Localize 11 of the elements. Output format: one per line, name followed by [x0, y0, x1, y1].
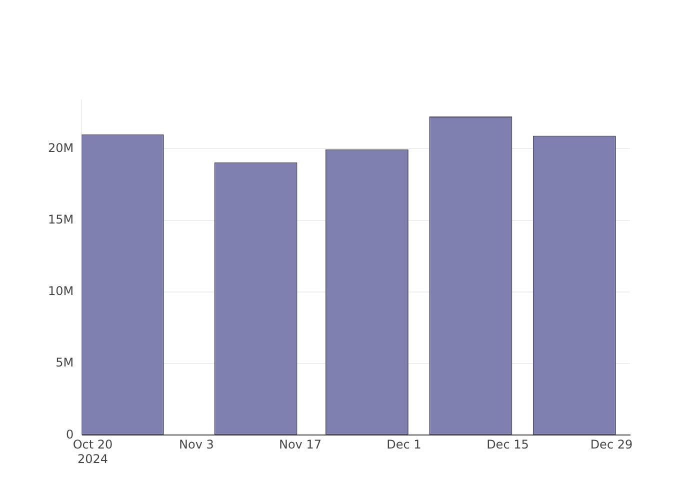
x-tick-label: Dec 1 [386, 438, 422, 452]
x-tick-label: Dec 15 [486, 438, 529, 452]
y-tick-label: 10M [48, 284, 74, 298]
y-tick-label: 5M [56, 356, 74, 370]
x-tick-label: Nov 3 [179, 438, 214, 452]
x-tick-label: Dec 29 [590, 438, 633, 452]
y-tick-label: 0 [66, 427, 74, 442]
y-tick-label: 15M [48, 212, 74, 226]
y-tick-label: 20M [48, 140, 74, 155]
x-tick-label: Oct 20 2024 [72, 438, 113, 466]
x-tick-label: Nov 17 [278, 438, 322, 452]
